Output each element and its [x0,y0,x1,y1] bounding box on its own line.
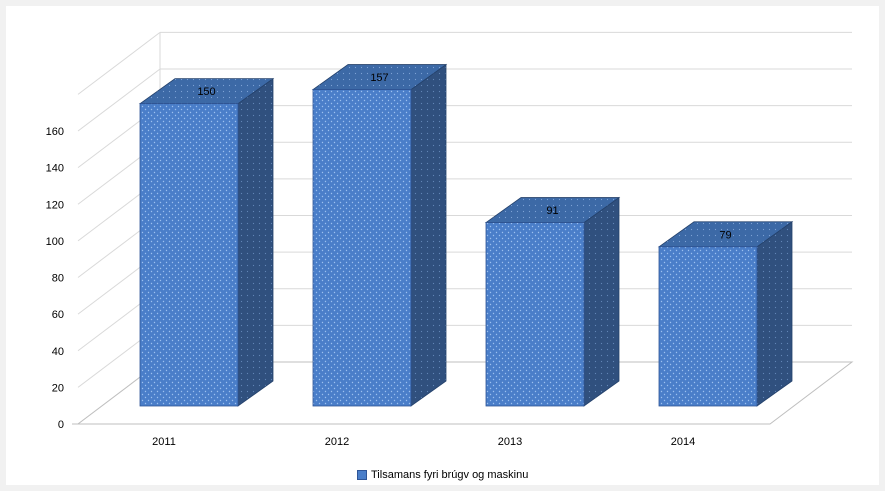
y-tick-label: 40 [52,346,64,358]
legend-label: Tilsamans fyri brúgv og maskinu [371,469,529,481]
legend: Tilsamans fyri brúgv og maskinu [357,467,528,483]
bar [485,222,585,407]
x-tick-label: 2014 [671,436,695,448]
bar-side [583,196,620,407]
data-label: 157 [370,72,388,84]
bar [312,89,412,407]
side-gridline [77,31,161,95]
data-label: 91 [546,205,558,217]
y-tick-label: 100 [46,236,64,248]
bar-side [237,77,274,407]
bar-side [756,220,793,407]
y-tick-label: 120 [46,199,64,211]
x-tick-label: 2011 [152,436,176,448]
bar-side [410,63,447,407]
y-tick-label: 80 [52,273,64,285]
y-tick-label: 0 [58,419,64,431]
y-tick-label: 140 [46,163,64,175]
data-label: 150 [197,86,215,98]
y-tick-label: 20 [52,382,64,394]
bar [658,246,758,407]
bar [139,103,239,407]
y-tick-label: 160 [46,126,64,138]
x-tick-label: 2012 [325,436,349,448]
x-tick-label: 2013 [498,436,522,448]
y-tick-label: 60 [52,309,64,321]
side-gridline [77,68,161,132]
data-label: 79 [719,229,731,241]
legend-swatch [357,470,367,480]
